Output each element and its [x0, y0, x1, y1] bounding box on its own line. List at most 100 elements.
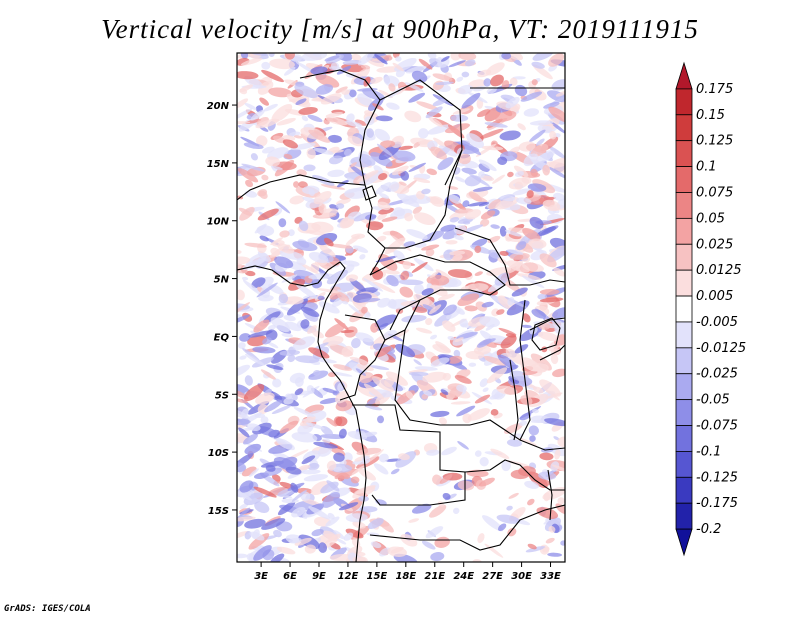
x-tick-label: 3E — [254, 571, 268, 582]
field-blob — [468, 191, 482, 202]
field-blob — [345, 528, 364, 539]
field-blob — [475, 143, 497, 157]
field-blob — [542, 546, 550, 553]
field-blob — [267, 342, 279, 349]
field-blob — [237, 302, 250, 315]
field-blob — [531, 309, 547, 319]
field-blob — [404, 110, 422, 123]
field-blob — [294, 84, 318, 99]
field-blob — [360, 431, 378, 438]
field-blob — [457, 441, 469, 450]
field-blob — [382, 329, 397, 340]
field-blob — [296, 257, 307, 266]
field-blob — [464, 305, 478, 312]
field-blob — [549, 130, 557, 140]
field-blob — [400, 270, 410, 281]
field-blob — [255, 392, 275, 405]
field-blob — [247, 335, 268, 347]
field-blob — [395, 56, 402, 62]
field-blob — [449, 254, 463, 263]
field-blob — [318, 301, 340, 314]
field-blob — [310, 66, 328, 75]
field-blob — [527, 498, 535, 506]
field-blob — [478, 338, 496, 346]
field-blob — [413, 212, 436, 226]
field-blob — [477, 69, 492, 78]
field-blob — [278, 218, 287, 228]
field-blob — [411, 70, 428, 83]
field-blob — [375, 255, 398, 263]
field-blob — [490, 224, 500, 229]
field-blob — [505, 348, 525, 365]
field-blob — [464, 175, 482, 187]
field-blob — [259, 97, 269, 106]
field-blob — [359, 153, 376, 166]
field-blob — [322, 533, 341, 549]
field-blob — [408, 162, 427, 172]
field-blob — [520, 91, 543, 102]
field-blob — [531, 61, 545, 69]
field-blob — [327, 169, 345, 178]
field-blob — [281, 333, 294, 338]
field-blob — [435, 81, 454, 85]
colorbar-segment — [675, 243, 693, 271]
field-blob — [276, 438, 295, 451]
colorbar-label: 0.15 — [696, 108, 725, 123]
field-blob — [369, 365, 390, 371]
field-blob — [300, 306, 320, 318]
field-blob — [359, 254, 366, 260]
field-blob — [304, 544, 317, 554]
field-blob — [245, 179, 254, 188]
field-blob — [464, 59, 476, 67]
field-blob — [313, 441, 338, 449]
field-blob — [349, 89, 357, 98]
border-chad-east — [379, 79, 463, 249]
field-blob — [479, 378, 489, 388]
field-blob — [521, 176, 532, 184]
field-blob — [504, 423, 523, 434]
field-blob — [421, 188, 431, 195]
field-blob — [478, 171, 485, 179]
field-blob — [252, 346, 276, 354]
field-blob — [237, 398, 249, 404]
field-blob — [337, 292, 350, 303]
field-blob — [438, 145, 458, 157]
y-tick-label: 5S — [215, 390, 229, 401]
field-blob — [315, 74, 340, 88]
field-blob — [516, 241, 527, 251]
field-blob — [380, 140, 396, 148]
field-blob — [545, 537, 555, 544]
field-blob — [262, 146, 275, 154]
field-blob — [520, 395, 533, 406]
field-blob — [298, 464, 311, 471]
field-blob — [430, 196, 445, 207]
field-blob — [505, 96, 520, 109]
field-blob — [237, 289, 245, 301]
colorbar-segment — [675, 88, 693, 116]
field-blob — [239, 333, 251, 342]
field-blob — [426, 449, 440, 456]
x-tick-label: 12E — [338, 571, 359, 582]
colorbar-label: 0.025 — [696, 237, 733, 252]
field-blob — [338, 502, 359, 511]
field-blob — [395, 343, 416, 358]
field-blob — [454, 375, 472, 384]
field-blob — [239, 507, 251, 517]
field-blob — [529, 129, 546, 142]
field-blob — [268, 53, 275, 58]
field-blob — [478, 159, 497, 172]
field-blob — [439, 474, 453, 484]
field-blob — [402, 260, 412, 270]
field-blob — [335, 203, 345, 209]
border-zambia — [464, 459, 565, 491]
field-blob — [378, 173, 388, 181]
field-blob — [370, 541, 382, 549]
field-blob — [457, 153, 471, 165]
field-blob — [295, 98, 307, 106]
field-blob — [430, 357, 450, 367]
field-blob — [245, 252, 267, 269]
field-blob — [401, 314, 427, 323]
field-blob — [507, 171, 514, 178]
field-blob — [306, 385, 315, 394]
x-tick-label: 33E — [540, 571, 561, 582]
